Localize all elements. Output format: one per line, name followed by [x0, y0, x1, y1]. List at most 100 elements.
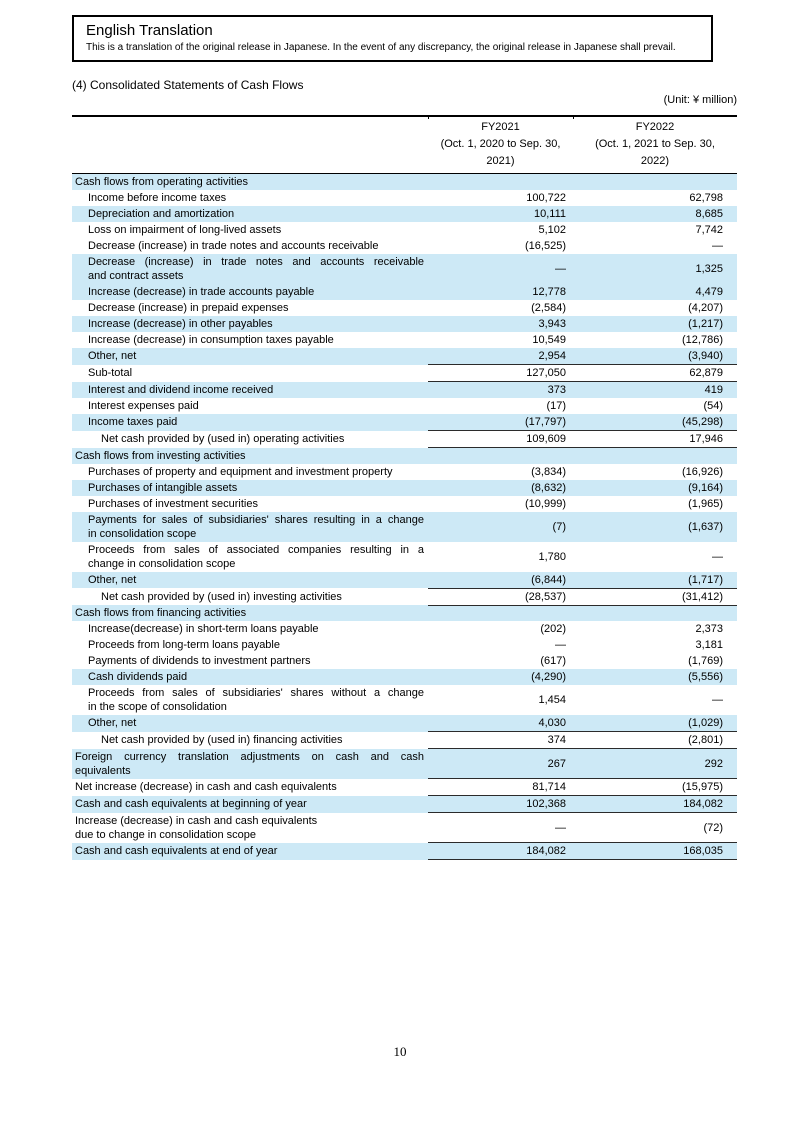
value-fy2022: — — [712, 550, 723, 563]
row-label: Increase (decrease) in trade accounts pa… — [88, 286, 315, 298]
row-label-line2: change in consolidation scope — [88, 557, 236, 570]
row-label: Decrease (increase) in trade notes and a… — [72, 254, 428, 284]
column-divider-tick — [573, 115, 574, 119]
row-label: Income before income taxes — [88, 192, 227, 204]
value-fy2022: (4,207) — [688, 302, 723, 314]
table-row: Increase (decrease) in cash and cash equ… — [72, 812, 737, 843]
value-fy2021: 1,454 — [538, 694, 566, 706]
value-fy2022: (1,769) — [688, 655, 723, 667]
table-row: Cash flows from financing activities — [72, 605, 737, 621]
value-fy2022: 3,181 — [695, 639, 723, 651]
value-fy2022: (1,029) — [573, 715, 737, 732]
value-fy2021: (2,584) — [531, 302, 566, 314]
row-label: Other, net — [88, 350, 137, 363]
value-fy2022 — [573, 174, 737, 191]
row-label: Income taxes paid — [88, 416, 178, 429]
row-label: Loss on impairment of long-lived assets — [88, 224, 282, 236]
value-fy2021: (17) — [546, 400, 566, 412]
value-fy2022: (12,786) — [682, 334, 723, 346]
value-fy2021: (7) — [552, 520, 566, 533]
value-fy2021: — — [555, 639, 566, 651]
value-fy2022: (1,717) — [573, 571, 737, 589]
table-row: Payments for sales of subsidiaries' shar… — [72, 511, 737, 542]
table-row: Increase(decrease) in short-term loans p… — [72, 621, 737, 637]
cashflow-table: FY2021 (Oct. 1, 2020 to Sep. 30, 2021) F… — [72, 115, 737, 860]
value-fy2021: 1,780 — [538, 550, 566, 563]
row-label-line2: in consolidation scope — [88, 527, 197, 540]
value-fy2022: 419 — [704, 384, 723, 396]
fy2021-label: FY2021 — [481, 121, 520, 133]
row-label: Cash flows from financing activities — [75, 607, 247, 619]
row-label: Net cash provided by (used in) operating… — [101, 433, 345, 445]
header-empty-cell — [72, 116, 428, 174]
value-fy2021 — [428, 448, 573, 464]
translation-box: English Translation This is a translatio… — [72, 15, 713, 62]
value-fy2021 — [428, 605, 573, 621]
value-fy2022: (2,801) — [573, 731, 737, 749]
value-fy2022: 7,742 — [695, 224, 723, 236]
table-row: Other, net (6,844) (1,717) — [72, 571, 737, 589]
table-row: Cash flows from operating activities — [72, 173, 737, 191]
fy2022-period-line2: 2022) — [640, 155, 670, 167]
table-row: Interest expenses paid (17) (54) — [72, 398, 737, 414]
value-fy2022: (9,164) — [688, 481, 723, 494]
fy2022-period-line1: (Oct. 1, 2021 to Sep. 30, — [595, 138, 715, 150]
table-row: Income before income taxes 100,722 62,798 — [72, 190, 737, 206]
table-row: Purchases of investment securities (10,99… — [72, 496, 737, 512]
row-label: Net cash provided by (used in) financing… — [101, 734, 343, 746]
table-row: Increase (decrease) in other payables 3,9… — [72, 316, 737, 332]
row-label: Foreign currency translation adjustments… — [72, 749, 428, 779]
row-label-line1: Proceeds from sales of subsidiaries' sha… — [88, 687, 424, 699]
value-fy2022: (45,298) — [573, 414, 737, 431]
value-fy2021: (3,834) — [531, 465, 566, 478]
table-row: Loss on impairment of long-lived assets 5… — [72, 222, 737, 238]
value-fy2021: 184,082 — [428, 842, 573, 860]
table-row: Purchases of intangible assets (8,632) (9,… — [72, 479, 737, 496]
row-label-line1: Foreign currency translation adjustments… — [75, 750, 424, 763]
value-fy2021: 5,102 — [538, 224, 566, 236]
value-fy2022: (1,637) — [688, 520, 723, 533]
table-row: Other, net 4,030 (1,029) — [72, 715, 737, 732]
section-title: (4) Consolidated Statements of Cash Flow… — [72, 78, 304, 92]
value-fy2022: 62,879 — [573, 364, 737, 382]
value-fy2021: 102,368 — [428, 795, 573, 813]
table-row: Net cash provided by (used in) operating… — [72, 430, 737, 448]
value-fy2021: 127,050 — [428, 364, 573, 382]
value-fy2022: 4,479 — [695, 286, 723, 298]
table-row: Cash and cash equivalents at beginning o… — [72, 795, 737, 813]
table-row: Net cash provided by (used in) investing… — [72, 588, 737, 606]
table-row: Purchases of property and equipment and … — [72, 464, 737, 480]
table-row: Cash flows from investing activities — [72, 447, 737, 464]
fy2022-label: FY2022 — [635, 121, 675, 133]
row-label: Increase(decrease) in short-term loans p… — [88, 623, 319, 635]
row-label: Cash and cash equivalents at beginning o… — [75, 798, 307, 810]
row-label: Net increase (decrease) in cash and cash… — [75, 781, 337, 793]
row-label: Increase (decrease) in cash and cash equ… — [72, 813, 428, 843]
translation-box-title: English Translation — [86, 22, 213, 39]
fy2021-period-line2: 2021) — [486, 155, 515, 167]
row-label: Other, net — [88, 717, 137, 730]
row-label: Net cash provided by (used in) investing… — [101, 590, 342, 603]
value-fy2022: — — [712, 694, 723, 706]
value-fy2022: (16,926) — [682, 465, 723, 478]
cashflow-table-body: Cash flows from operating activities Inco… — [72, 173, 737, 860]
table-row: Proceeds from sales of associated compan… — [72, 542, 737, 572]
row-label-line2: in the scope of consolidation — [88, 701, 227, 713]
row-label: Cash flows from investing activities — [75, 449, 246, 462]
value-fy2022: (54) — [703, 400, 723, 412]
value-fy2022 — [573, 448, 737, 464]
value-fy2022: 184,082 — [573, 795, 737, 813]
row-label: Payments for sales of subsidiaries' shar… — [72, 512, 428, 542]
row-label-line2: equivalents — [75, 764, 131, 777]
table-row: Net cash provided by (used in) financing… — [72, 731, 737, 749]
value-fy2022: 17,946 — [573, 430, 737, 448]
table-row: Increase (decrease) in consumption taxes… — [72, 332, 737, 348]
table-row: Decrease (increase) in prepaid expenses (… — [72, 300, 737, 316]
row-label: Interest expenses paid — [88, 400, 199, 412]
row-label: Cash and cash equivalents at end of year — [75, 845, 278, 857]
value-fy2022: (31,412) — [573, 588, 737, 606]
value-fy2021: 10,111 — [533, 208, 566, 220]
table-row: Proceeds from sales of subsidiaries' sha… — [72, 685, 737, 715]
row-label: Increase (decrease) in other payables — [88, 318, 273, 330]
